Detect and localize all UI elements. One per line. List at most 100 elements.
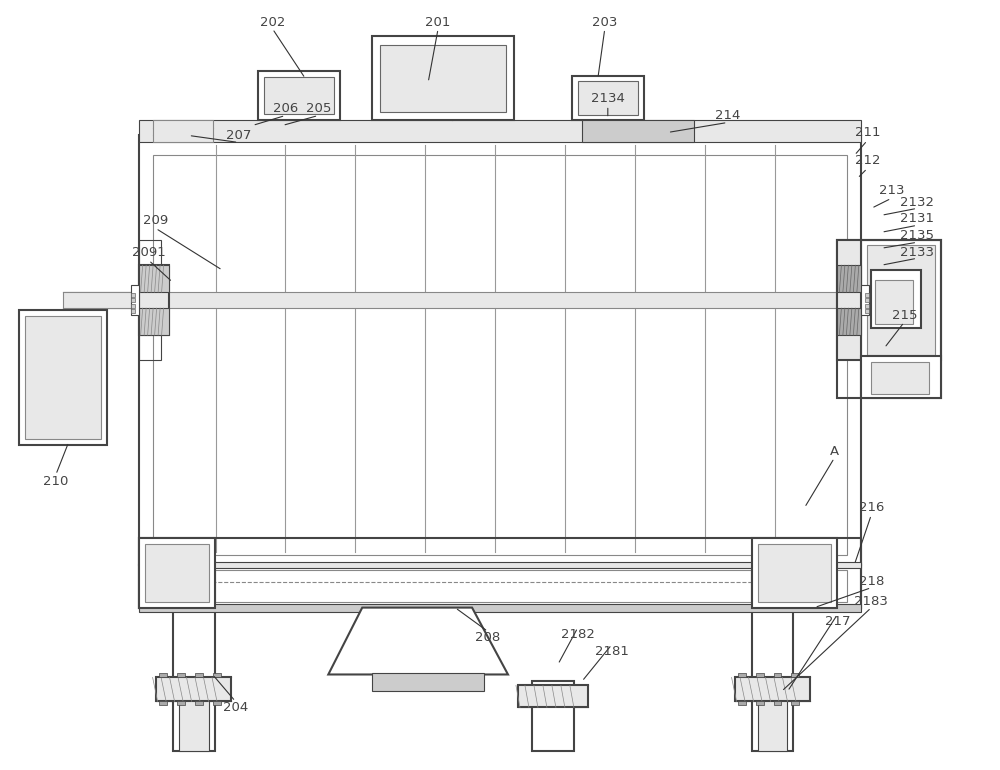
Bar [173,561,215,752]
Bar [738,674,746,678]
Bar [861,356,941,398]
Bar [774,674,781,678]
Polygon shape [328,608,508,675]
Bar [791,701,799,705]
Bar [756,701,764,705]
Bar [861,285,869,315]
Text: 206: 206 [273,102,298,115]
Text: 217: 217 [825,615,850,628]
Bar [177,701,185,705]
Bar [875,280,913,324]
Bar [19,310,107,445]
Bar [131,293,135,296]
Text: 213: 213 [879,184,904,197]
Bar [758,699,787,752]
Bar [131,298,135,302]
Bar [25,316,101,439]
Bar [153,570,847,601]
Bar [867,246,935,355]
Bar [159,674,167,678]
Bar [752,537,837,608]
Bar [195,674,203,678]
Text: 207: 207 [226,129,251,142]
Bar [756,674,764,678]
Bar [156,678,231,701]
Bar [213,701,221,705]
Bar [153,156,847,554]
Bar [865,309,869,313]
Bar [139,240,161,360]
Text: 212: 212 [855,154,880,167]
Bar [837,308,861,335]
Bar [752,561,793,752]
Bar [195,701,203,705]
Text: 204: 204 [223,701,248,714]
Bar [738,701,746,705]
Bar [139,292,861,308]
Bar [865,298,869,302]
Bar [139,537,861,608]
Text: 214: 214 [715,109,740,122]
Bar [837,240,861,360]
Bar [63,292,139,308]
Bar [139,265,169,292]
Bar [139,564,861,608]
Text: 2133: 2133 [900,246,934,259]
Text: 2134: 2134 [591,92,625,105]
Bar [153,120,213,142]
Bar [159,701,167,705]
Text: 205: 205 [306,102,331,115]
Bar [139,136,861,564]
Bar [179,699,209,752]
Text: A: A [830,445,839,458]
Text: 2183: 2183 [854,595,888,608]
Bar [131,309,135,313]
Bar [372,35,514,120]
Text: 208: 208 [475,631,501,644]
Bar [791,674,799,678]
Text: 2135: 2135 [900,229,934,242]
Bar [735,678,810,701]
Bar [518,685,588,708]
Text: 201: 201 [425,16,451,29]
Text: 2132: 2132 [900,196,934,209]
Bar [139,537,215,608]
Bar [139,604,861,611]
Bar [139,120,861,142]
Text: 2182: 2182 [561,628,595,641]
Bar [871,270,921,328]
Bar [139,308,169,335]
Bar [131,303,135,308]
Bar [213,674,221,678]
Text: 218: 218 [859,575,884,588]
Bar [837,240,941,398]
Bar [774,701,781,705]
Bar [139,561,861,567]
Bar [871,362,929,394]
Bar [258,71,340,120]
Text: 209: 209 [143,214,168,227]
Text: 216: 216 [859,501,884,514]
Bar [139,265,169,335]
Bar [264,76,334,115]
Text: 203: 203 [592,16,617,29]
Bar [861,240,941,360]
Text: 202: 202 [260,16,285,29]
Text: 2181: 2181 [595,645,629,658]
Bar [532,681,574,752]
Text: 215: 215 [892,309,917,322]
Bar [582,120,694,142]
Bar [758,544,831,601]
Text: 210: 210 [43,475,68,488]
Bar [578,81,638,116]
Bar [380,45,506,112]
Bar [372,674,484,691]
Bar [177,674,185,678]
Text: 2131: 2131 [900,212,934,225]
Bar [145,544,209,601]
Bar [865,303,869,308]
Bar [572,75,644,120]
Text: 211: 211 [855,126,880,139]
Bar [865,293,869,296]
Bar [837,265,861,292]
